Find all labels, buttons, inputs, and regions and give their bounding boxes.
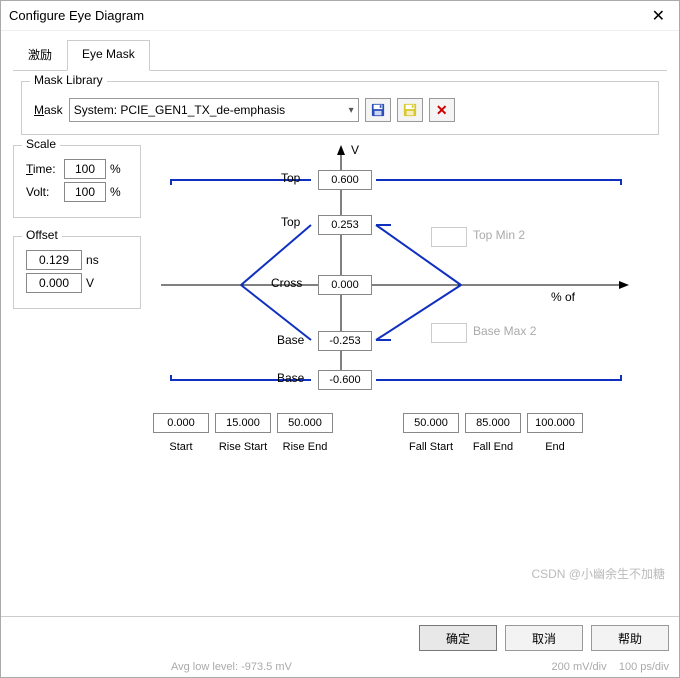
val-start[interactable]: 0.000 xyxy=(153,413,209,433)
scale-volt-label: Volt: xyxy=(26,185,60,199)
scale-title: Scale xyxy=(22,137,60,151)
lbl-fall-end: Fall End xyxy=(465,441,521,453)
lbl-fall-start: Fall Start xyxy=(403,441,459,453)
offset-time-unit: ns xyxy=(86,253,99,267)
tab-stimulus[interactable]: 激励 xyxy=(13,39,67,70)
val-end[interactable]: 100.000 xyxy=(527,413,583,433)
val-top[interactable]: 0.600 xyxy=(318,170,372,190)
mask-selected: System: PCIE_GEN1_TX_de-emphasis xyxy=(74,103,349,117)
eye-diagram: V % of Top Top Cross Base Base 0.600 0.2… xyxy=(151,145,667,475)
close-icon[interactable]: ✕ xyxy=(646,6,671,26)
tab-eye-mask[interactable]: Eye Mask xyxy=(67,40,150,71)
scale-group: Scale Time: % Volt: % xyxy=(13,145,141,218)
save-as-icon xyxy=(403,103,417,117)
save-icon xyxy=(371,103,385,117)
val-inner-top[interactable]: 0.253 xyxy=(318,215,372,235)
offset-volt-unit: V xyxy=(86,276,94,290)
watermark: CSDN @小幽余生不加糖 xyxy=(531,565,665,582)
label-top-line: Top xyxy=(281,171,300,185)
footer-mid: 200 mV/div 100 ps/div xyxy=(552,661,669,673)
lbl-rise-start: Rise Start xyxy=(215,441,271,453)
help-button[interactable]: 帮助 xyxy=(591,625,669,651)
label-inner-base: Base xyxy=(277,333,304,347)
lbl-start: Start xyxy=(153,441,209,453)
label-base-line: Base xyxy=(277,371,304,385)
val-base[interactable]: -0.600 xyxy=(318,370,372,390)
footer-left: Avg low level: -973.5 mV xyxy=(171,661,292,673)
delete-icon: ✕ xyxy=(436,102,448,119)
save-button[interactable] xyxy=(365,98,391,122)
val-cross[interactable]: 0.000 xyxy=(318,275,372,295)
y-axis-label: V xyxy=(351,143,359,157)
tab-bar: 激励 Eye Mask xyxy=(13,39,667,71)
offset-volt-input[interactable] xyxy=(26,273,82,293)
val-fall-start[interactable]: 50.000 xyxy=(403,413,459,433)
mask-combo[interactable]: System: PCIE_GEN1_TX_de-emphasis ▾ xyxy=(69,98,359,122)
mask-label: Mask xyxy=(34,103,63,117)
mask-library-title: Mask Library xyxy=(30,73,107,87)
offset-group: Offset ns V xyxy=(13,236,141,309)
cancel-button[interactable]: 取消 xyxy=(505,625,583,651)
scale-volt-input[interactable] xyxy=(64,182,106,202)
offset-time-input[interactable] xyxy=(26,250,82,270)
ghost-box-top xyxy=(431,227,467,247)
ghost-top-label: Top Min 2 xyxy=(473,228,525,242)
val-rise-start[interactable]: 15.000 xyxy=(215,413,271,433)
x-axis-label: % of xyxy=(551,290,575,304)
window-title: Configure Eye Diagram xyxy=(9,8,646,23)
save-as-button[interactable] xyxy=(397,98,423,122)
val-fall-end[interactable]: 85.000 xyxy=(465,413,521,433)
ghost-base-label: Base Max 2 xyxy=(473,324,536,338)
button-bar: 确定 取消 帮助 xyxy=(1,616,679,659)
val-rise-end[interactable]: 50.000 xyxy=(277,413,333,433)
scale-time-unit: % xyxy=(110,162,121,176)
ghost-box-base xyxy=(431,323,467,343)
scale-time-input[interactable] xyxy=(64,159,106,179)
label-cross: Cross xyxy=(271,276,302,290)
val-inner-base[interactable]: -0.253 xyxy=(318,331,372,351)
offset-title: Offset xyxy=(22,228,62,242)
mask-library-group: Mask Library Mask System: PCIE_GEN1_TX_d… xyxy=(21,81,659,135)
delete-button[interactable]: ✕ xyxy=(429,98,455,122)
ok-button[interactable]: 确定 xyxy=(419,625,497,651)
lbl-end: End xyxy=(527,441,583,453)
chevron-down-icon: ▾ xyxy=(349,105,354,116)
scale-time-label: Time: xyxy=(26,162,60,176)
scale-volt-unit: % xyxy=(110,185,121,199)
lbl-rise-end: Rise End xyxy=(277,441,333,453)
status-bar: Avg low level: -973.5 mV 200 mV/div 100 … xyxy=(1,659,679,677)
label-inner-top: Top xyxy=(281,215,300,229)
